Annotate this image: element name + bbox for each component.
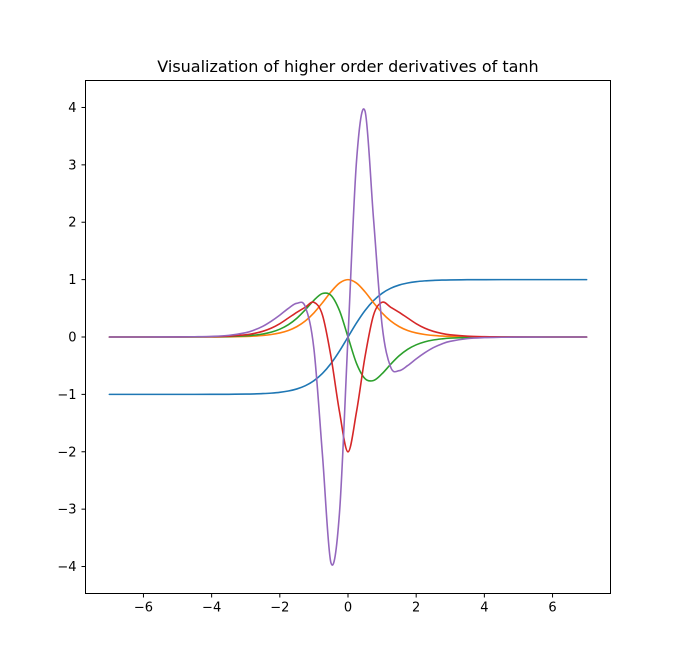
y-tick-label: 2 [68, 216, 76, 231]
x-tick-label: −6 [134, 601, 153, 616]
series-layer [108, 108, 588, 566]
y-axis: 4 3 2 1 0 −1 −2 −3 −4 [57, 101, 86, 575]
y-tick-label: −3 [57, 503, 76, 518]
chart-title: Visualization of higher order derivative… [157, 57, 538, 76]
x-tick-label: 0 [344, 601, 352, 616]
x-tick-label: 6 [548, 601, 556, 616]
x-tick-label: −2 [270, 601, 289, 616]
y-tick-label: 4 [68, 101, 76, 116]
x-axis: −6 −4 −2 0 2 4 6 [134, 593, 557, 616]
y-tick-label: −4 [57, 560, 76, 575]
y-tick-label: 0 [68, 331, 76, 346]
y-tick-label: −2 [57, 445, 76, 460]
series-line-5 [108, 108, 588, 566]
x-tick-label: −4 [202, 601, 221, 616]
x-tick-label: 4 [480, 601, 488, 616]
y-tick-label: 3 [68, 158, 76, 173]
y-tick-label: −1 [57, 388, 76, 403]
x-tick-label: 2 [412, 601, 420, 616]
y-tick-label: 1 [68, 273, 76, 288]
